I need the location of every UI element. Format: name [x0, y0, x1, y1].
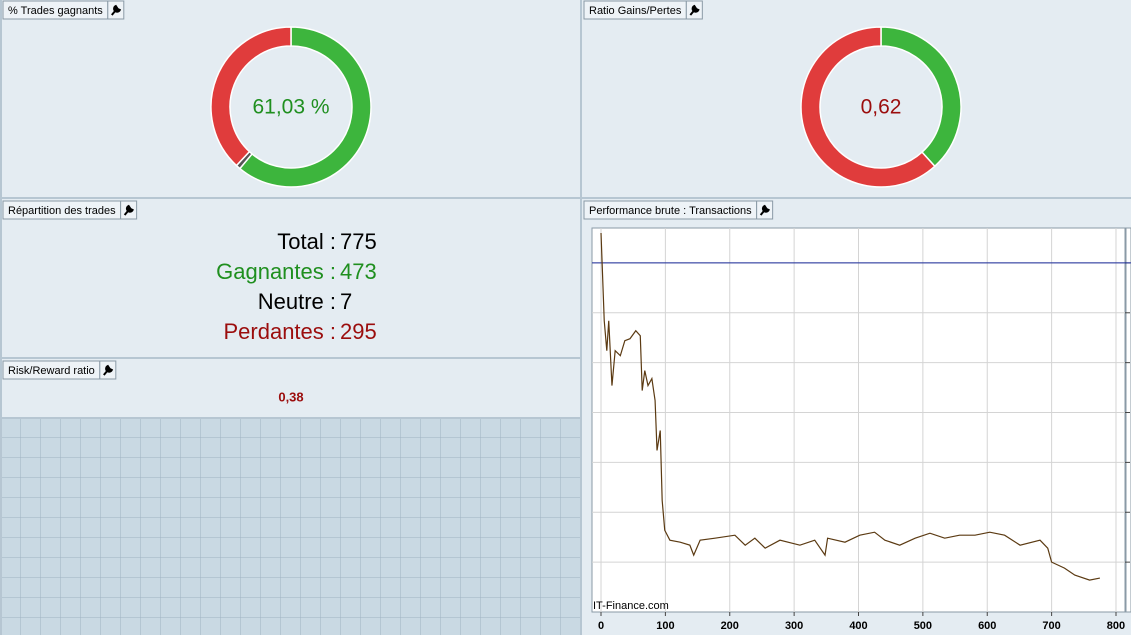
empty-grid-area	[1, 418, 580, 635]
wrench-icon	[123, 204, 134, 216]
donut-segment	[210, 26, 292, 167]
wrench-icon	[103, 364, 114, 376]
panel-title: Performance brute : Transactions	[589, 205, 752, 217]
panel-header: Performance brute : Transactions	[583, 200, 774, 220]
x-tick-label: 100	[656, 620, 674, 632]
x-tick-label: 400	[849, 620, 867, 632]
wrench-icon	[759, 204, 770, 216]
row-label: Total :	[277, 229, 336, 254]
row-value: 775	[340, 229, 377, 254]
panel-header: Ratio Gains/Pertes	[583, 0, 703, 20]
row-value: 473	[340, 259, 377, 284]
x-tick-label: 700	[1042, 620, 1060, 632]
wrench-icon	[111, 4, 122, 16]
x-tick-label: 200	[721, 620, 739, 632]
panel-header: % Trades gagnants	[2, 0, 125, 20]
panel-title: Risk/Reward ratio	[8, 365, 95, 377]
x-tick-label: 0	[598, 620, 604, 632]
x-tick-label: 300	[785, 620, 803, 632]
row-label: Perdantes :	[223, 319, 336, 344]
x-tick-label: 500	[914, 620, 932, 632]
row-value: 7	[340, 289, 352, 314]
panel-header: Répartition des trades	[2, 200, 138, 220]
win-rate-label: 61,03 %	[252, 96, 329, 119]
panel-header: Risk/Reward ratio	[2, 360, 117, 380]
row-label: Neutre :	[258, 289, 336, 314]
x-tick-label: 800	[1107, 620, 1125, 632]
donut-segment	[238, 26, 372, 188]
panel-title: % Trades gagnants	[8, 5, 103, 17]
risk-reward-value: 0,38	[278, 389, 303, 404]
watermark: IT-Finance.com	[593, 600, 669, 612]
wrench-icon	[689, 4, 700, 16]
performance-line	[600, 232, 1101, 581]
x-tick-label: 600	[978, 620, 996, 632]
y-axis-strip	[1125, 227, 1131, 613]
donut-segment	[800, 26, 936, 188]
panel-title: Ratio Gains/Pertes	[589, 5, 682, 17]
ratio-label: 0,62	[861, 96, 902, 119]
row-value: 295	[340, 319, 377, 344]
panel-title: Répartition des trades	[8, 205, 116, 217]
row-label: Gagnantes :	[216, 259, 336, 284]
